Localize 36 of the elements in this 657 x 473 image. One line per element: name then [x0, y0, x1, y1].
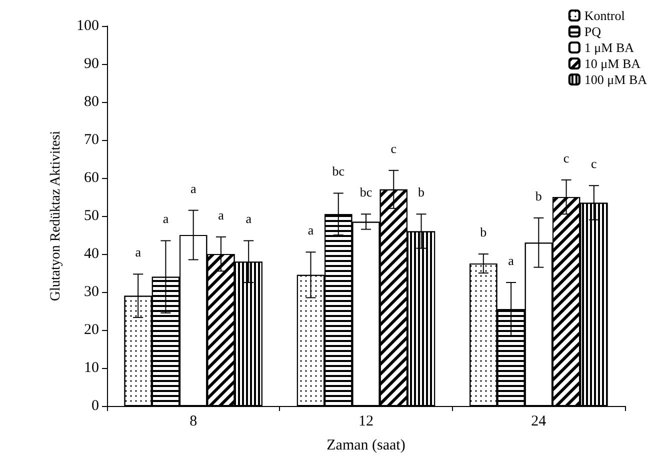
legend-label: 10 μM BA	[584, 56, 642, 71]
y-tick-label: 90	[84, 56, 99, 72]
x-tick-label: 8	[190, 414, 198, 430]
y-tick-label: 40	[84, 246, 99, 262]
annotation: a	[246, 211, 252, 226]
annotation: c	[563, 150, 570, 166]
y-tick-label: 70	[84, 132, 99, 148]
y-tick-label: 60	[84, 170, 99, 186]
legend-label: 100 μM BA	[584, 72, 648, 87]
annotation: a	[135, 244, 142, 260]
annotation: c	[390, 140, 397, 156]
y-axis-title: Glutatyon Redüktaz Aktivitesi	[48, 130, 64, 302]
annotation: a	[162, 211, 169, 226]
legend-label: 1 μM BA	[584, 40, 635, 55]
legend-label: PQ	[584, 24, 602, 39]
legend-label: Kontrol	[584, 8, 626, 23]
annotation: a	[218, 207, 224, 222]
annotation: b	[418, 184, 425, 200]
y-tick-label: 0	[92, 398, 99, 414]
annotation: b	[480, 224, 487, 240]
x-axis-title: Zaman (saat)	[326, 438, 406, 454]
x-tick-label: 24	[531, 414, 547, 430]
y-tick-label: 50	[84, 208, 99, 224]
annotation: b	[535, 188, 542, 204]
annotation: a	[190, 180, 196, 196]
y-tick-label: 80	[84, 94, 99, 110]
annotation: bc	[332, 164, 345, 179]
annotation: a	[308, 222, 314, 238]
y-tick-label: 30	[84, 284, 99, 300]
x-tick-label: 12	[358, 414, 374, 430]
y-tick-label: 100	[76, 18, 99, 34]
y-tick-label: 10	[84, 360, 99, 376]
annotation: bc	[360, 184, 372, 200]
annotation: a	[508, 253, 514, 268]
annotation: c	[591, 156, 598, 172]
y-tick-label: 20	[84, 322, 99, 338]
